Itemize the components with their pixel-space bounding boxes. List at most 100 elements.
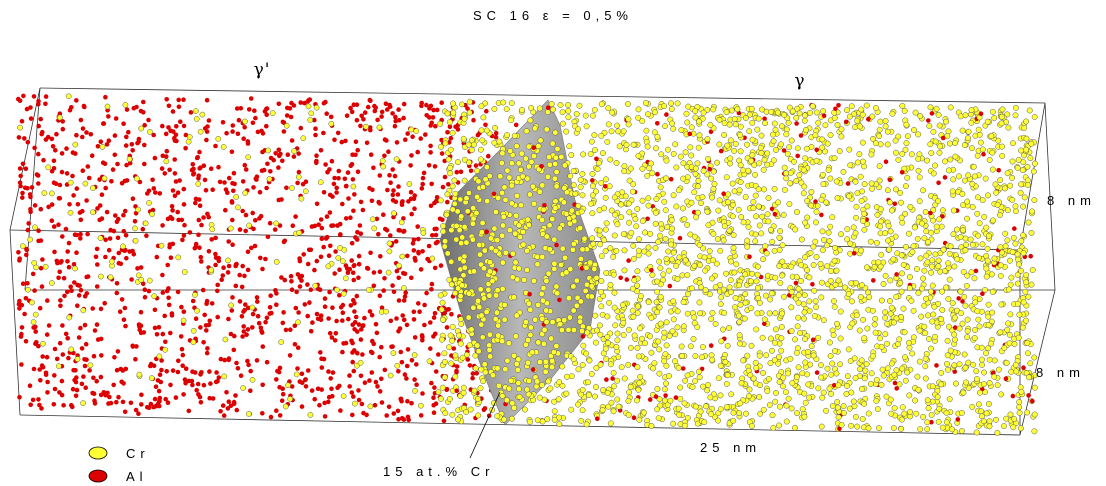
atom xyxy=(710,310,715,315)
atom xyxy=(161,332,166,337)
atom xyxy=(467,99,472,104)
atom xyxy=(552,409,557,414)
atom xyxy=(946,168,951,173)
atom xyxy=(1015,281,1020,286)
atom xyxy=(116,217,121,222)
atom xyxy=(844,120,849,125)
atom xyxy=(1023,272,1028,277)
atom xyxy=(614,248,619,253)
atom xyxy=(750,137,755,142)
atom xyxy=(696,369,701,374)
atom xyxy=(653,245,658,250)
atom xyxy=(394,316,399,321)
atom xyxy=(944,361,949,366)
atom xyxy=(787,144,792,149)
atom xyxy=(139,277,144,282)
atom xyxy=(179,334,184,339)
atom xyxy=(508,118,513,123)
atom xyxy=(751,199,756,204)
atom xyxy=(878,219,883,224)
atom xyxy=(55,259,60,264)
atom xyxy=(837,362,842,367)
atom xyxy=(237,273,242,278)
atom xyxy=(965,135,970,140)
atom xyxy=(566,327,571,332)
atom xyxy=(487,293,492,298)
atom xyxy=(825,264,830,269)
atom xyxy=(359,200,364,205)
atom xyxy=(313,133,318,138)
atom xyxy=(525,360,530,365)
atom xyxy=(695,161,700,166)
atom xyxy=(759,231,764,236)
atom xyxy=(1005,238,1010,243)
atom xyxy=(368,128,373,133)
atom xyxy=(791,159,796,164)
atom xyxy=(153,156,158,161)
atom xyxy=(90,210,95,215)
atom xyxy=(711,231,716,236)
atom xyxy=(728,138,733,143)
atom xyxy=(779,336,784,341)
atom xyxy=(1015,165,1020,170)
atom xyxy=(175,210,180,215)
atom xyxy=(619,215,624,220)
atom xyxy=(594,275,599,280)
atom xyxy=(905,134,910,139)
atom xyxy=(288,353,293,358)
atom xyxy=(937,144,942,149)
atom xyxy=(719,295,724,300)
atom xyxy=(385,188,390,193)
atom xyxy=(526,144,531,149)
atom xyxy=(466,291,471,296)
atom xyxy=(40,341,45,346)
atom xyxy=(381,288,386,293)
atom xyxy=(199,255,204,260)
atom xyxy=(838,232,843,237)
atom xyxy=(622,164,627,169)
atom xyxy=(390,111,395,116)
atom xyxy=(255,299,260,304)
atom xyxy=(869,152,874,157)
atom xyxy=(697,375,702,380)
atom xyxy=(109,179,114,184)
atom xyxy=(946,129,951,134)
atom xyxy=(58,341,63,346)
atom xyxy=(99,375,104,380)
atom xyxy=(578,299,583,304)
atom xyxy=(571,168,576,173)
atom xyxy=(752,172,757,177)
atom xyxy=(960,128,965,133)
atom xyxy=(946,296,951,301)
atom xyxy=(368,404,373,409)
atom xyxy=(776,361,781,366)
atom xyxy=(153,326,158,331)
atom xyxy=(372,226,377,231)
atom xyxy=(831,298,836,303)
atom xyxy=(328,331,333,336)
atom xyxy=(380,400,385,405)
atom xyxy=(69,347,74,352)
atom xyxy=(253,116,258,121)
atom xyxy=(462,224,467,229)
atom xyxy=(170,311,175,316)
atom xyxy=(433,332,438,337)
atom xyxy=(22,136,27,141)
atom xyxy=(356,170,361,175)
atom xyxy=(438,293,443,298)
atom xyxy=(574,111,579,116)
atom xyxy=(522,407,527,412)
atom xyxy=(808,203,813,208)
atom xyxy=(1019,389,1024,394)
atom xyxy=(204,323,209,328)
atom xyxy=(870,354,875,359)
atom xyxy=(89,132,94,137)
atom xyxy=(608,246,613,251)
atom xyxy=(580,193,585,198)
atom xyxy=(731,410,736,415)
atom xyxy=(939,382,944,387)
atom xyxy=(38,378,43,383)
atom xyxy=(934,363,939,368)
atom xyxy=(403,272,408,277)
atom xyxy=(666,373,671,378)
